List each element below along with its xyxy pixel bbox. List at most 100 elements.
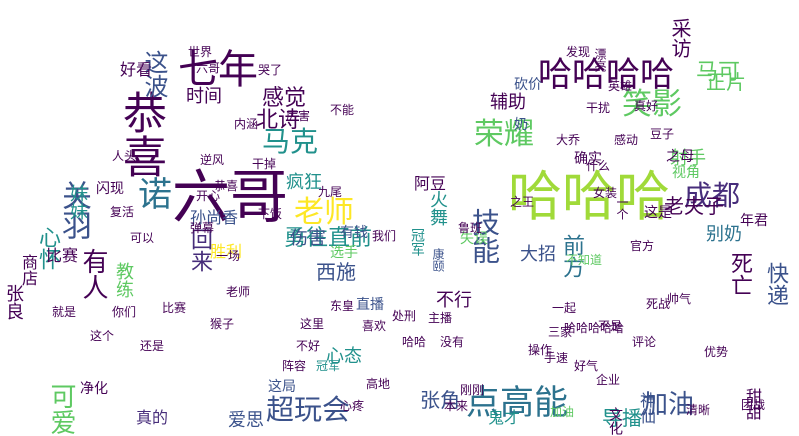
cloud-word: 六哥 — [196, 61, 221, 75]
cloud-word: 老夫子 — [664, 194, 724, 218]
cloud-word: 前方 — [559, 234, 584, 278]
cloud-word: 帅气 — [667, 292, 692, 306]
cloud-word: 可以 — [130, 231, 155, 245]
cloud-word: 还是 — [140, 339, 165, 353]
cloud-word: 不知道 — [566, 253, 603, 267]
cloud-word: 有人 — [78, 248, 108, 300]
cloud-word: 比赛 — [46, 246, 79, 265]
cloud-word: 英雄 — [608, 79, 633, 93]
cloud-word: 真的 — [136, 408, 169, 427]
cloud-word: 鲁班 — [458, 221, 483, 235]
cloud-word: 干掉 — [252, 157, 277, 171]
cloud-word: 有钱 — [340, 225, 368, 241]
cloud-word: 东皇 — [330, 299, 355, 313]
cloud-word: 奶 — [514, 117, 528, 133]
cloud-word: 比赛 — [162, 301, 187, 315]
cloud-word: 关羽 — [56, 180, 91, 240]
cloud-word: 评论 — [632, 335, 657, 349]
cloud-word: 什么 — [586, 159, 611, 173]
cloud-word: 马可 — [696, 60, 741, 85]
cloud-word: 心怀 — [35, 226, 60, 270]
cloud-word: 企业 — [596, 373, 621, 387]
cloud-word: 哭了 — [258, 63, 283, 77]
cloud-word: 优势 — [704, 345, 729, 359]
cloud-word: 射手 — [670, 148, 706, 169]
cloud-word: 操作 — [528, 343, 553, 357]
cloud-word: 手速 — [544, 351, 569, 365]
cloud-word: 清晰 — [686, 403, 711, 417]
cloud-word: 净化 — [80, 381, 108, 397]
cloud-word: 哈哈哈 — [508, 165, 670, 228]
cloud-word: 回来 — [187, 228, 212, 272]
cloud-word: 疯狂 — [286, 172, 322, 193]
cloud-word: 笑影 — [622, 87, 682, 122]
cloud-word: 官方 — [630, 239, 655, 253]
cloud-word: 导播 — [602, 406, 642, 430]
cloud-word: 发现 — [566, 45, 591, 59]
cloud-word: 张角 — [420, 388, 460, 412]
cloud-word: 正片 — [706, 70, 746, 94]
cloud-word: 六哥 — [172, 163, 289, 231]
cloud-word: 哈哈哈哈哈 — [564, 321, 625, 335]
cloud-word: 大招 — [520, 244, 556, 265]
cloud-word: 这个 — [90, 329, 115, 343]
cloud-word: 别奶 — [706, 224, 742, 245]
cloud-word: 加油 — [642, 390, 695, 420]
cloud-word: 文化 — [607, 407, 623, 435]
cloud-word: 辅助 — [490, 92, 526, 113]
cloud-word: 内涵 — [234, 117, 259, 131]
cloud-word: 好看 — [120, 60, 153, 79]
cloud-word: 人头 — [112, 149, 137, 163]
cloud-word: 就是 — [52, 305, 77, 319]
cloud-word: 厉害 — [286, 109, 311, 123]
cloud-word: 时间 — [186, 86, 222, 107]
cloud-word: 主播 — [428, 311, 453, 325]
cloud-word: 张良 — [3, 284, 24, 320]
cloud-word: 技能 — [468, 208, 501, 264]
cloud-word: 心疼 — [340, 399, 365, 413]
cloud-word: 三家 — [548, 325, 573, 339]
cloud-word: 恭喜 — [214, 179, 239, 193]
cloud-word: 高地 — [366, 377, 391, 391]
cloud-word: 快递 — [763, 262, 788, 306]
cloud-word: 你们 — [112, 305, 137, 319]
cloud-word: 妹妹 — [67, 184, 88, 220]
cloud-word: 鬼才 — [488, 408, 521, 427]
cloud-word: 一起 — [552, 301, 577, 315]
cloud-word: 失误 — [460, 231, 488, 247]
cloud-word: 好气 — [574, 359, 599, 373]
cloud-word: 阿豆 — [414, 174, 447, 193]
cloud-word: 逆风 — [200, 153, 225, 167]
cloud-word: 心态 — [326, 346, 362, 367]
cloud-word: 复活 — [110, 205, 135, 219]
cloud-word: 这是 — [644, 205, 672, 221]
cloud-word: 教练 — [113, 262, 134, 298]
cloud-word: 女装 — [593, 186, 618, 200]
cloud-word: 胜利 — [210, 242, 243, 261]
cloud-word: 加油 — [550, 405, 575, 419]
cloud-word: 干扰 — [586, 101, 611, 115]
cloud-word: 直播 — [356, 297, 384, 313]
cloud-word: 可爱 — [46, 383, 76, 435]
cloud-word: 开心 — [196, 189, 221, 203]
cloud-word: 一场 — [216, 249, 241, 263]
cloud-word: 西施 — [316, 260, 356, 284]
cloud-word: 九尾 — [318, 185, 343, 199]
cloud-word: 孙尚香 — [190, 208, 239, 227]
cloud-word: 团战 — [741, 398, 766, 412]
cloud-word: 商店 — [19, 254, 38, 286]
cloud-word: 北诗 — [256, 108, 301, 133]
cloud-word: 康颐 — [431, 248, 445, 272]
cloud-word: 弹幕 — [190, 221, 215, 235]
cloud-word: 这里 — [300, 317, 325, 331]
cloud-word: 不行 — [436, 290, 472, 311]
cloud-word: 爱思 — [228, 410, 264, 431]
cloud-word: 伤害 — [290, 228, 326, 249]
cloud-word: 下饭 — [258, 207, 283, 221]
cloud-word: 成都 — [684, 179, 741, 212]
cloud-word: 诺 — [138, 175, 172, 215]
cloud-word: 感觉 — [262, 86, 307, 111]
cloud-word: 感动 — [614, 133, 639, 147]
cloud-word: 超玩会 — [266, 393, 351, 426]
cloud-word: 不好 — [296, 339, 321, 353]
